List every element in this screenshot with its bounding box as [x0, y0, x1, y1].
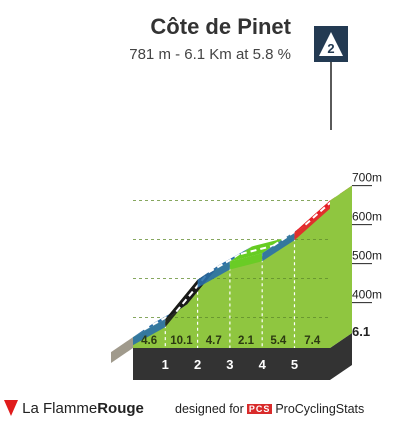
- road-segment-edge: [229, 253, 263, 270]
- category-number: 2: [327, 41, 334, 56]
- mountain-category-badge: 2: [314, 26, 348, 130]
- profile-end-wall: [330, 185, 352, 348]
- segment-gradient-label: 2.1: [238, 335, 255, 347]
- credit-name: ProCyclingStats: [275, 402, 365, 416]
- logo-text-la-flamme: La Flamme: [22, 400, 98, 417]
- category-mountain-icon: [319, 32, 343, 56]
- profile-face: [133, 200, 330, 348]
- segment-gradient-label: 5.4: [270, 335, 287, 347]
- y-tick-label: 600m: [352, 210, 382, 224]
- road-centerline: [304, 192, 342, 226]
- logo-text-rouge: Rouge: [97, 400, 144, 417]
- km-tick-label: 4: [259, 357, 267, 372]
- flamme-rouge-flag-icon: [4, 400, 18, 416]
- climb-summary: 781 m - 6.1 Km at 5.8 %: [129, 46, 291, 63]
- km-tick-label: 5: [291, 357, 298, 372]
- road-segment-edge: [165, 279, 198, 328]
- profile-start-wall: [111, 337, 133, 363]
- segment-gradient-label: 4.7: [206, 335, 222, 347]
- road-segment-edge: [262, 232, 295, 262]
- km-tick-label: 2: [194, 357, 201, 372]
- y-tick-label: 700m: [352, 171, 382, 185]
- profile-base: [133, 333, 352, 380]
- segment-gradient-label: 4.6: [141, 335, 157, 347]
- designed-for-credit: designed for PCS ProCyclingStats: [175, 402, 364, 416]
- road-segment-edge: [133, 319, 166, 346]
- total-distance-label: 6.1: [352, 324, 370, 339]
- km-tick-label: 1: [162, 357, 169, 372]
- road-centerline: [208, 253, 242, 274]
- y-tick-label: 400m: [352, 288, 382, 302]
- road-centerline: [240, 244, 274, 255]
- elevation-profile-chart: 700m 600m 500m 400m 1 2 3 4 5 4.6 10.1 4.7 2.1 5.4 7.4…: [111, 26, 382, 380]
- segment-gradient-label: 7.4: [304, 335, 321, 347]
- credit-prefix: designed for: [175, 402, 244, 416]
- road-end-cap: [330, 185, 352, 209]
- flamme-rouge-logo: La FlammeRouge: [4, 400, 144, 417]
- km-tick-label: 3: [226, 357, 233, 372]
- profile-layer: 700m 600m 500m 400m 1 2 3 4 5 4.6 10.1 4.7 2.1 5.4 7.4…: [111, 171, 382, 380]
- climb-title: Côte de Pinet: [150, 14, 291, 39]
- road-segment: [229, 238, 285, 262]
- segment-gradient-label: 10.1: [170, 335, 193, 347]
- pcs-logo-icon: PCS: [246, 404, 273, 414]
- y-tick-label: 500m: [352, 249, 382, 263]
- road-segment-edge: [197, 261, 230, 288]
